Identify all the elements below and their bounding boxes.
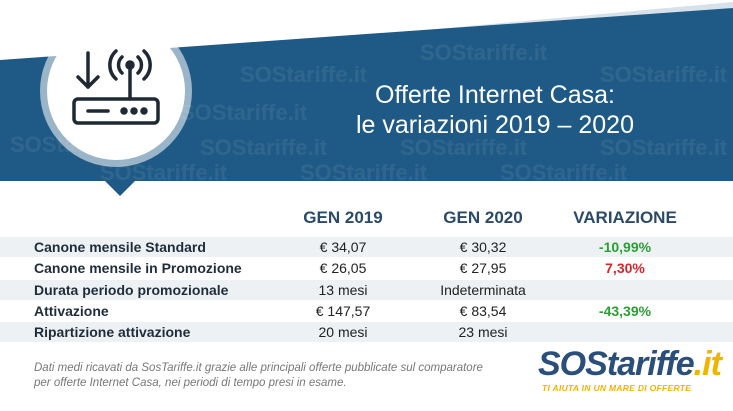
table-row: Durata periodo promozionale 13 mesi Inde… <box>0 280 733 300</box>
value-gen-2019: 20 mesi <box>318 324 368 340</box>
logo-part-it: .it <box>693 345 722 383</box>
row-label: Canone mensile Standard <box>34 239 206 255</box>
value-gen-2020: € 30,32 <box>459 239 507 255</box>
column-header-variazione: VARIAZIONE <box>573 208 677 227</box>
title-line-1: Offerte Internet Casa: <box>375 81 615 109</box>
logo-part-sos: SOS <box>538 345 608 383</box>
table-row: Ripartizione attivazione 20 mesi 23 mesi <box>0 322 733 342</box>
page-title: Offerte Internet Casa: le variazioni 201… <box>300 80 690 140</box>
value-gen-2020: 23 mesi <box>458 324 508 340</box>
table-row: Canone mensile Standard € 34,07 € 30,32 … <box>0 237 733 257</box>
row-label: Canone mensile in Promozione <box>34 260 242 276</box>
sostariffe-logo: SOStariffe.it TI AIUTA IN UN MARE DI OFF… <box>538 345 722 401</box>
row-label: Durata periodo promozionale <box>34 282 229 298</box>
value-variazione: 7,30% <box>605 260 645 276</box>
row-label: Ripartizione attivazione <box>34 324 191 340</box>
value-gen-2019: € 34,07 <box>319 239 367 255</box>
value-gen-2019: € 26,05 <box>319 260 367 276</box>
logo-wordmark: SOStariffe.it <box>538 345 722 383</box>
logo-part-tariffe: tariffe <box>606 345 695 383</box>
value-gen-2020: € 27,95 <box>459 260 507 276</box>
value-variazione <box>560 322 690 342</box>
logo-tagline: TI AIUTA IN UN MARE DI OFFERTE <box>542 383 692 393</box>
value-gen-2019: € 147,57 <box>315 303 371 319</box>
value-variazione: -43,39% <box>598 303 652 319</box>
row-label: Attivazione <box>34 303 109 319</box>
column-header-gen-2020: GEN 2020 <box>443 208 523 227</box>
value-gen-2019: 13 mesi <box>318 282 368 298</box>
table-row: Attivazione € 147,57 € 83,54 -43,39% <box>0 301 733 321</box>
column-header-gen-2019: GEN 2019 <box>303 208 383 227</box>
router-wifi-icon <box>72 49 160 125</box>
value-gen-2020: Indeterminata <box>440 282 526 298</box>
header-banner <box>0 0 733 196</box>
value-gen-2020: € 83,54 <box>459 303 507 319</box>
table-row: Canone mensile in Promozione € 26,05 € 2… <box>0 258 733 278</box>
router-icon-badge <box>47 22 185 160</box>
value-variazione: -10,99% <box>598 239 652 255</box>
title-line-2: le variazioni 2019 – 2020 <box>356 111 634 139</box>
value-variazione <box>560 280 690 300</box>
footnote: Dati medi ricavati da SosTariffe.it graz… <box>34 362 483 389</box>
